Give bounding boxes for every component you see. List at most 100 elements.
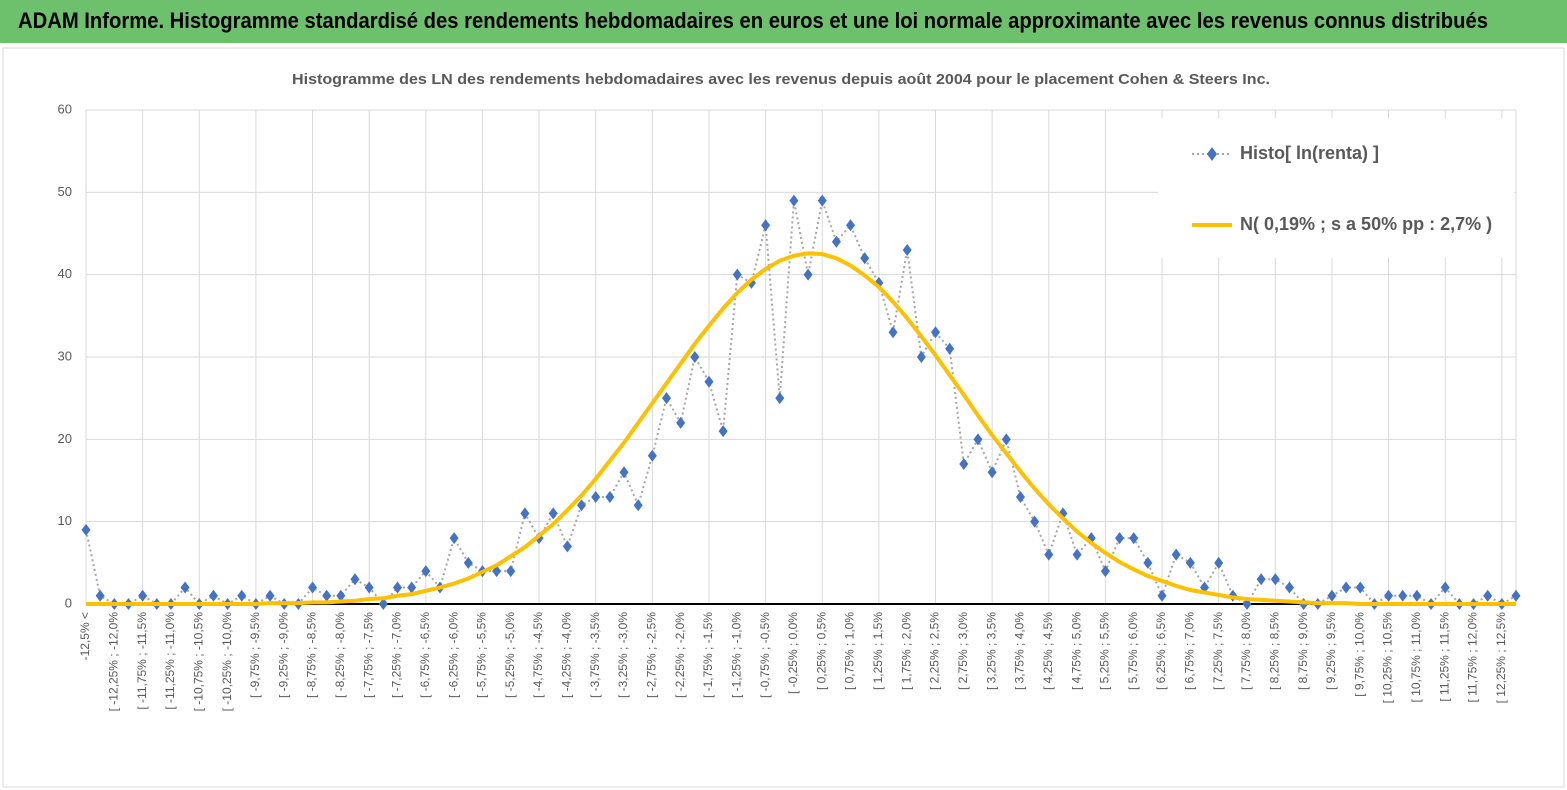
y-tick-label: 10 [58,513,72,528]
x-tick-label: [ -6,25% ; -6,0% [446,612,460,698]
chart-title: Histogramme des LN des rendements hebdom… [292,71,1270,88]
data-point [775,392,785,405]
x-tick-label: [ 1,75% ; 2,0% [899,612,913,690]
x-tick-label: [ -12,25% ; -12,0% [106,612,120,712]
x-tick-label: [ 4,25% ; 4,5% [1041,612,1055,690]
data-point [831,235,841,248]
data-point [591,490,601,503]
data-point [987,466,997,479]
data-point [378,598,388,610]
data-point [732,268,742,281]
data-point [1398,589,1408,602]
data-point [902,243,912,256]
x-tick-label: [ 6,75% ; 7,0% [1183,612,1197,690]
data-point [1440,581,1450,594]
x-tick-label: [ 3,75% ; 4,0% [1013,612,1027,690]
y-tick-label: 40 [58,266,72,281]
x-tick-label: [ 0,75% ; 1,0% [843,612,857,690]
x-tick-label: [ 8,75% ; 9,0% [1296,612,1310,690]
x-tick-label: [ 11,75% ; 12,0% [1466,612,1480,703]
x-tick-label: [ -7,75% ; -7,5% [361,612,375,698]
x-tick-label: [ -3,75% ; -3,5% [588,612,602,698]
data-point [718,425,728,438]
x-tick-label: [ 5,25% ; 5,5% [1098,612,1112,690]
data-point [463,556,473,569]
data-point [407,581,417,594]
x-tick-label: [ -6,75% ; -6,5% [418,612,432,698]
x-tick-label: [ -3,25% ; -3,0% [616,612,630,698]
data-point [1256,573,1266,586]
data-point [1157,589,1167,602]
data-point [421,565,431,578]
data-point [846,219,856,232]
data-point [1100,565,1110,578]
y-tick-label: 60 [58,101,72,116]
x-tick-label: [ -8,75% ; -8,5% [305,612,319,698]
x-tick-label: [ -10,75% ; -10,5% [191,612,205,712]
data-point [1412,589,1422,602]
y-tick-label: 0 [65,595,72,610]
data-point [1072,548,1082,561]
legend-label: N( 0,19% ; s a 50% pp : 2,7% ) [1240,214,1492,234]
data-point [1115,532,1125,545]
x-tick-label: [ -10,25% ; -10,0% [220,612,234,712]
data-point [520,507,530,520]
x-tick-label: [ 6,25% ; 6,5% [1154,612,1168,690]
chart-frame [2,47,1565,788]
data-point [392,581,402,594]
x-tick-label: [ -2,75% ; -2,5% [645,612,659,698]
x-tick-label: [ -5,25% ; -5,0% [503,612,517,698]
data-point [449,532,459,545]
legend-marker [1207,147,1217,161]
x-tick-label: [ 3,25% ; 3,5% [984,612,998,690]
data-point [704,375,714,388]
data-point [81,523,91,536]
data-point [1384,589,1394,602]
data-point [605,490,615,503]
x-tick-label: [ 7,25% ; 7,5% [1211,612,1225,690]
x-tick-label: [ -0,25% ; 0,0% [786,612,800,694]
x-tick-label: [ 2,75% ; 3,0% [956,612,970,690]
header-bar [0,0,1567,43]
series-line [86,251,1516,606]
x-tick-label: [ -7,25% ; -7,0% [390,612,404,698]
data-point [817,194,827,207]
data-point [633,499,643,512]
data-point [803,268,813,281]
data-point [1001,433,1011,446]
x-tick-label: [ 10,25% ; 10,5% [1381,612,1395,704]
x-tick-label: [ 9,25% ; 9,5% [1324,612,1338,690]
x-tick-label: [ -11,25% ; -11,0% [163,612,177,710]
x-tick-label: [ 10,75% ; 11,0% [1409,612,1423,703]
legend-box [1158,118,1514,258]
data-point [1511,589,1521,602]
data-point [265,589,275,602]
x-tick-label: [ 5,75% ; 6,0% [1126,612,1140,690]
data-point [1129,532,1139,545]
data-point [690,351,700,363]
data-point [661,392,671,405]
x-tick-label: [ -4,25% ; -4,0% [560,612,574,698]
x-tick-label: -12,5% < [78,612,92,660]
x-tick-label: [ -5,75% ; -5,5% [475,612,489,698]
data-point [208,589,218,602]
data-point [1327,589,1337,602]
data-point [336,589,346,602]
data-point [860,252,870,265]
data-point [931,326,941,339]
data-point [647,449,657,462]
x-tick-label: [ 0,25% ; 0,5% [814,612,828,690]
y-tick-label: 50 [58,184,72,199]
data-point [959,458,969,471]
data-point [1044,548,1054,561]
data-point [789,194,799,207]
data-point [237,589,247,602]
x-tick-label: [ 2,25% ; 2,5% [928,612,942,690]
x-tick-label: [ -2,25% ; -2,0% [673,612,687,698]
data-point [308,581,318,594]
x-tick-label: [ 8,25% ; 8,5% [1267,612,1281,690]
data-point [1143,556,1153,569]
data-point [676,416,686,429]
y-tick-label: 20 [58,431,72,446]
